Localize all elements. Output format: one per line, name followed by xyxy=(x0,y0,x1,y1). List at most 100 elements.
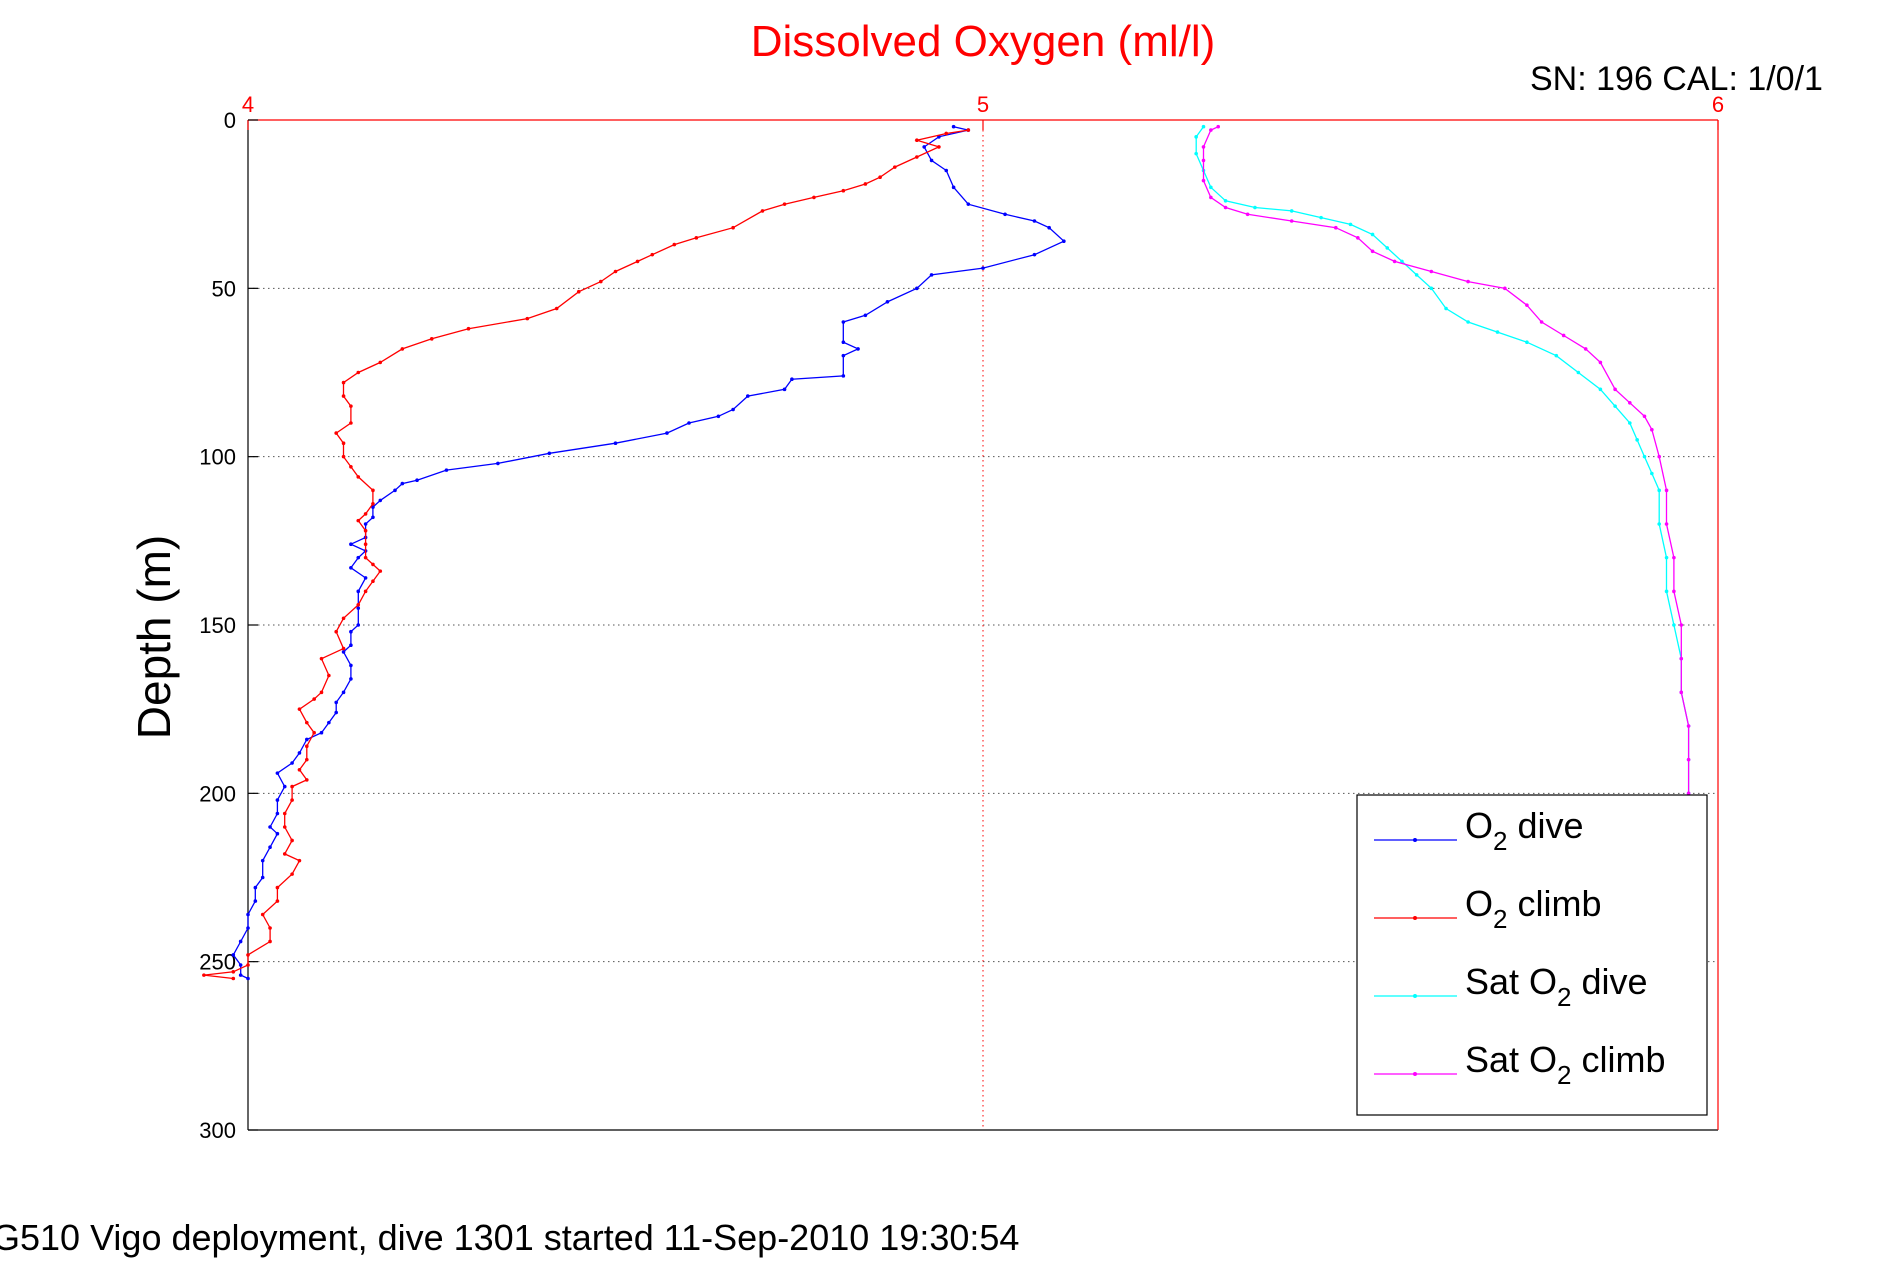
legend-marker xyxy=(1413,838,1417,842)
data-point xyxy=(363,522,368,526)
data-point xyxy=(1429,286,1434,291)
data-point xyxy=(1201,158,1206,163)
data-point xyxy=(238,963,243,967)
series-o2-dive xyxy=(231,124,1066,981)
data-point xyxy=(650,252,655,257)
data-point xyxy=(613,269,618,274)
data-point xyxy=(1334,225,1338,230)
series-sat-o2-dive xyxy=(1194,124,1691,796)
data-point xyxy=(1370,232,1375,237)
data-point xyxy=(1598,387,1603,392)
data-point xyxy=(297,767,302,772)
data-point xyxy=(290,784,294,789)
data-point xyxy=(400,481,405,486)
data-point xyxy=(275,798,280,802)
data-point xyxy=(812,195,816,200)
data-point xyxy=(312,697,316,701)
data-point xyxy=(1348,222,1353,227)
data-point xyxy=(297,858,302,863)
data-point xyxy=(282,811,287,816)
data-point xyxy=(356,518,361,523)
data-point xyxy=(746,394,750,398)
data-point xyxy=(305,757,309,762)
data-point xyxy=(1598,360,1603,365)
legend-label: Sat O2 climb xyxy=(1465,1039,1666,1090)
data-point xyxy=(341,650,346,654)
data-point xyxy=(268,926,272,930)
data-point xyxy=(378,498,383,503)
data-point xyxy=(1466,279,1470,284)
data-point xyxy=(1503,286,1507,291)
data-point xyxy=(613,441,618,446)
legend-box xyxy=(1356,794,1708,1116)
data-point xyxy=(1003,212,1007,217)
data-point xyxy=(1495,330,1500,334)
data-point xyxy=(371,502,375,506)
data-point xyxy=(1664,589,1669,594)
y-axis-label: Depth (m) xyxy=(128,535,180,739)
data-point xyxy=(782,202,787,206)
data-point xyxy=(1466,320,1470,324)
data-point xyxy=(349,663,353,668)
legend-marker xyxy=(1413,994,1417,998)
data-point xyxy=(1686,724,1691,728)
data-point xyxy=(1400,259,1404,264)
data-point xyxy=(1650,427,1654,432)
data-point xyxy=(290,761,294,765)
series-o2-climb xyxy=(202,128,971,981)
data-point xyxy=(363,528,368,533)
y-tick-label: 300 xyxy=(199,1118,236,1143)
legend: O2 dive O2 climb Sat O2 dive Sat O2 climb xyxy=(1356,794,1708,1116)
data-point xyxy=(275,899,280,903)
data-point xyxy=(1679,623,1684,627)
data-point xyxy=(1576,370,1581,375)
data-point xyxy=(893,165,897,169)
data-point xyxy=(341,646,346,651)
data-point xyxy=(1672,555,1676,560)
data-point xyxy=(356,603,361,607)
data-point xyxy=(966,128,971,132)
data-point xyxy=(694,236,699,240)
legend-entry: O2 climb xyxy=(1374,883,1602,934)
data-point xyxy=(1657,488,1661,493)
data-point xyxy=(1672,589,1676,594)
data-point xyxy=(231,953,236,957)
data-point xyxy=(349,677,353,681)
data-point xyxy=(665,431,669,435)
y-tick-label: 250 xyxy=(199,950,236,975)
data-point xyxy=(1201,124,1206,129)
y-axis-ticks: 0 50 100 150 200 250 300 xyxy=(199,108,258,1143)
dive-info-footer: G510 Vigo deployment, dive 1301 started … xyxy=(0,1217,1019,1258)
data-point xyxy=(305,778,309,782)
series-line xyxy=(232,126,1066,980)
data-point xyxy=(1525,340,1529,345)
data-point xyxy=(731,407,735,412)
data-point xyxy=(349,542,353,546)
data-point xyxy=(253,885,258,890)
data-point xyxy=(1370,249,1375,254)
data-point xyxy=(290,798,294,802)
data-point xyxy=(687,421,691,425)
data-point xyxy=(782,387,787,392)
data-point xyxy=(841,353,846,358)
data-point xyxy=(1561,333,1566,338)
data-point xyxy=(282,852,287,856)
data-point xyxy=(275,771,280,775)
data-point xyxy=(1554,353,1559,358)
data-point xyxy=(341,380,346,385)
data-point xyxy=(319,656,324,661)
data-point xyxy=(1385,246,1390,250)
data-point xyxy=(297,707,302,711)
data-point xyxy=(290,872,294,876)
data-point xyxy=(246,976,250,981)
data-point xyxy=(393,488,397,493)
data-point xyxy=(246,912,250,917)
legend-label: Sat O2 dive xyxy=(1465,961,1648,1012)
data-point xyxy=(275,811,280,816)
data-point xyxy=(1583,347,1588,351)
data-point xyxy=(1062,239,1066,243)
data-point xyxy=(1245,212,1250,217)
data-point xyxy=(1223,205,1228,210)
data-point xyxy=(937,145,941,149)
